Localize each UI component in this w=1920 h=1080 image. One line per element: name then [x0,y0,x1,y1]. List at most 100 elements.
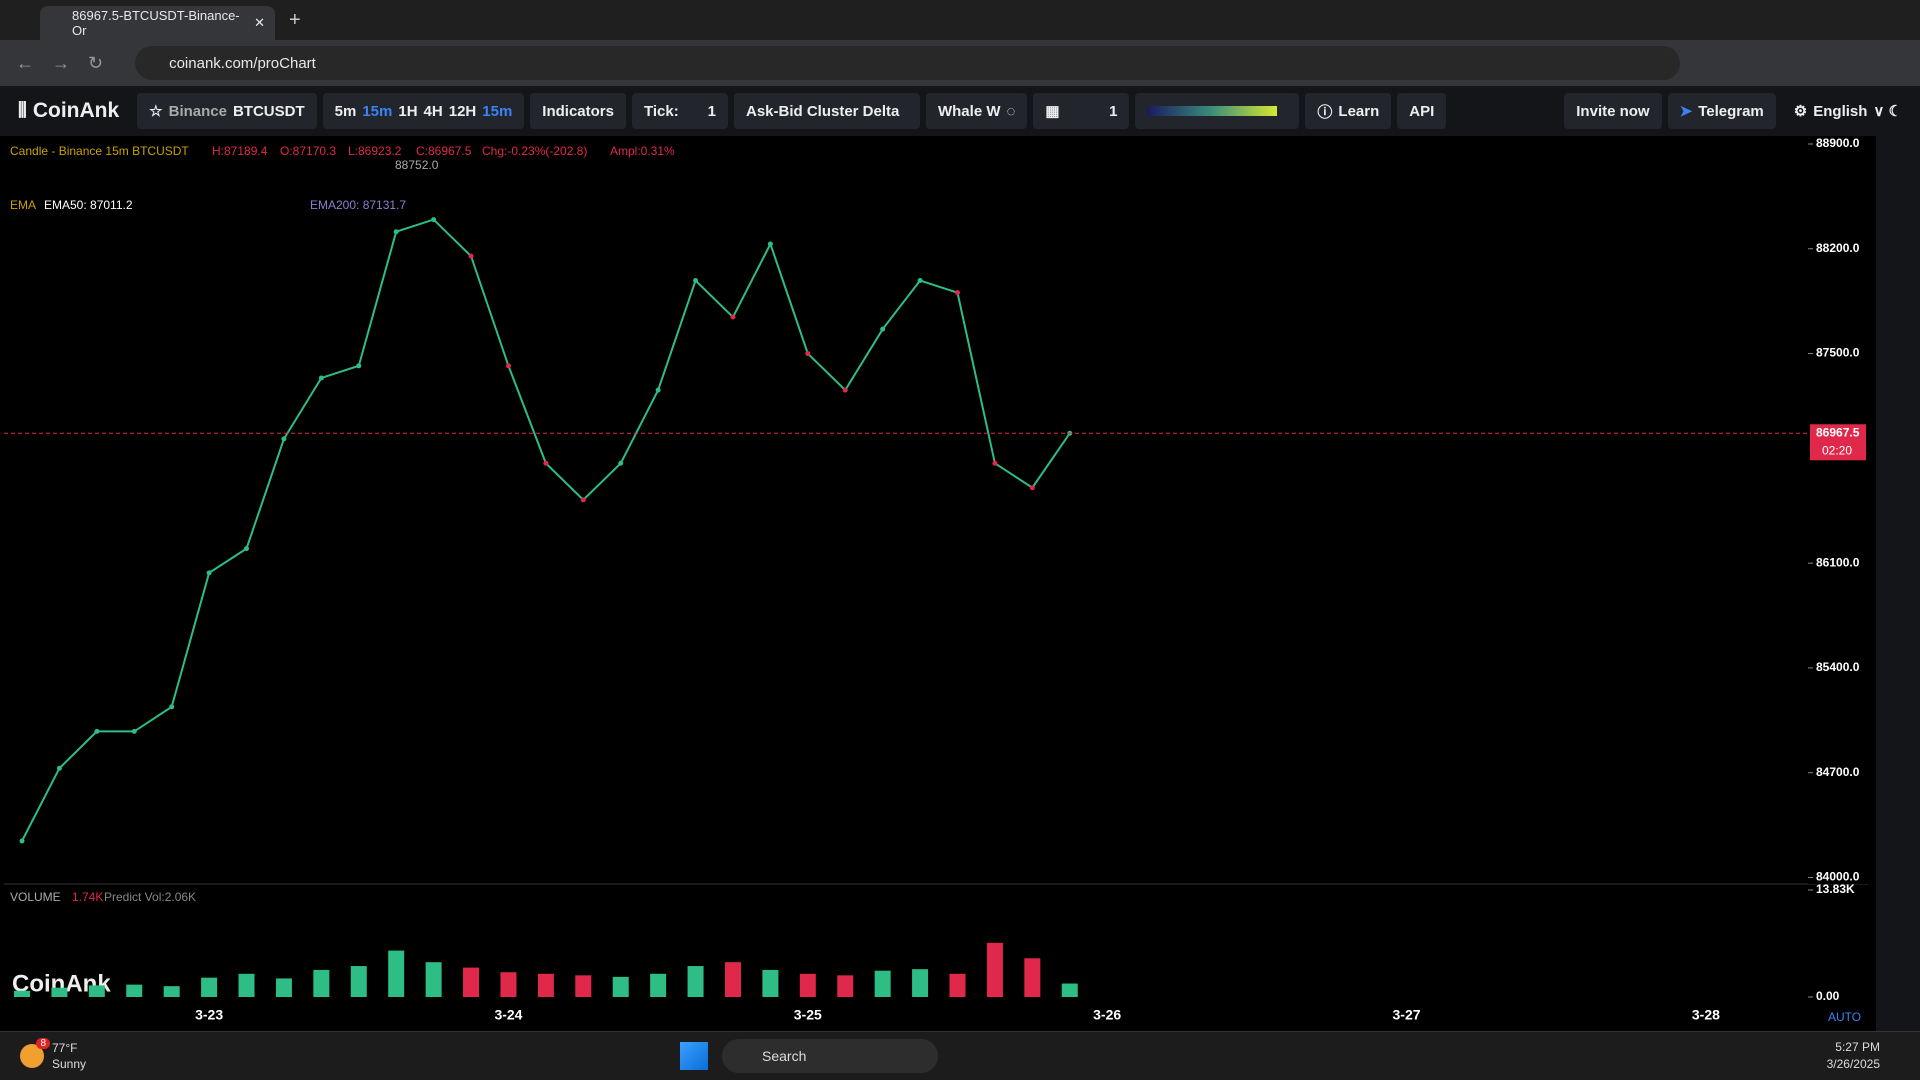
telegram-text: Telegram [1698,102,1764,120]
price-point [543,460,549,466]
y-tick-label: 85400.0 [1816,660,1860,674]
whale[interactable]: Whale W ◌ [925,93,1028,129]
volume-bar [874,970,891,997]
y-tick-label: 86100.0 [1816,555,1860,569]
x-tick-label: 3-28 [1692,1007,1720,1023]
mode[interactable]: Ask-Bid Cluster Delta [733,93,920,129]
invite[interactable]: Invite now [1564,93,1662,129]
whale-text: Whale W [937,102,1001,120]
price-point [206,570,212,576]
symbol: BTCUSDT [232,102,305,120]
tab[interactable]: 86967.5-BTCUSDT-Binance- Or ✕ [40,6,275,40]
x-tick-label: 3-25 [794,1007,822,1023]
volume-bar [949,973,966,997]
new-tab[interactable]: + [289,8,301,31]
language[interactable]: ⚙ English ∨ ☾ [1793,102,1902,121]
legend-low: L:86923.2 [348,144,402,158]
volume-bar [762,969,779,997]
volume-bar [163,986,180,997]
y-tick-label: 84700.0 [1816,765,1860,779]
interval[interactable]: 12H [448,102,477,120]
price-point [131,728,137,734]
x-tick-label: 3-27 [1393,1007,1421,1023]
interval-picker[interactable]: 5m 15m 1H 4H 12H 15m [322,93,525,129]
symbol-picker[interactable]: ☆ Binance BTCUSDT [137,93,317,129]
volume-bar [837,975,854,997]
invite-text: Invite now [1576,102,1650,120]
url-field[interactable]: coinank.com/proChart [135,46,1681,80]
x-tick-label: 3-26 [1093,1007,1121,1023]
price-point [56,765,62,771]
x-tick-label: 3-23 [195,1007,223,1023]
mode-text: Ask-Bid Cluster Delta [745,102,900,120]
y-tick-label: 88200.0 [1816,241,1860,255]
tick-value: 1 [707,102,716,120]
volume-bar [575,975,592,997]
learn[interactable]: ⓘ Learn [1305,93,1392,129]
tab-title: 86967.5-BTCUSDT-Binance- Or [72,8,240,38]
volume-bar [425,962,442,997]
exchange: Binance [168,102,227,120]
volume-bar [201,977,218,997]
heat-slider[interactable] [1135,93,1300,129]
tick-label: Tick: [643,102,679,120]
search-text: Search [762,1048,807,1064]
interval[interactable]: 1H [398,102,418,120]
price-point [505,363,511,369]
price-point [1029,485,1035,491]
taskbar: 8 77°F Sunny Search 5:27 PM 3/26/2025 [0,1031,1920,1080]
price-point [393,229,399,235]
volume-bar [126,984,143,997]
api[interactable]: API [1397,93,1447,129]
address-bar: ←→↻ coinank.com/proChart [0,40,1920,86]
time: 5:27 PM [1835,1040,1880,1054]
volume-bar [1024,958,1041,997]
max-marker: 88752.0 [395,158,439,172]
tick[interactable]: Tick: 1 [631,93,728,129]
interval[interactable]: 5m [334,102,357,120]
app-toolbar: ⫴ CoinAnk ☆ Binance BTCUSDT 5m 15m 1H 4H 12H 1… [0,86,1920,136]
price-point [580,497,586,503]
telegram[interactable]: ➤ Telegram [1667,93,1776,129]
volume-bar [650,973,667,997]
start[interactable] [680,1042,708,1070]
api-text: API [1409,102,1435,120]
price-point [244,546,250,552]
layout-count: 1 [1109,102,1118,120]
price-point [431,217,437,223]
y-tick-label: 88900.0 [1816,136,1860,150]
y-tick-label: 87500.0 [1816,346,1860,360]
legend-change: Chg:-0.23%(-202.8) [482,144,587,158]
volume-bar [799,973,816,997]
volume-bar [687,966,704,997]
legend-ema200: EMA200: 87131.7 [310,198,406,212]
volume-bar [14,990,30,997]
layout[interactable]: ▦ 1 [1033,93,1130,129]
price-point [880,326,886,332]
interval[interactable]: 15m [362,102,393,120]
price-point [767,241,773,247]
volume-current: 1.74K [72,890,103,904]
volume-bar [51,987,68,997]
indicators[interactable]: Indicators [530,93,626,129]
countdown: 02:20 [1822,443,1852,457]
legend-amplitude: Ampl:0.31% [610,144,675,158]
brand-text: CoinAnk [32,99,120,122]
y-tick-label: 84000.0 [1816,870,1860,884]
interval[interactable]: 4H [423,102,443,120]
search[interactable]: Search [722,1039,938,1073]
learn-text: Learn [1338,102,1380,120]
weather[interactable]: 8 77°F Sunny [20,1038,86,1072]
volume-bar [1061,983,1078,997]
legend-ema: EMA [10,198,36,212]
volume-bar [313,969,330,997]
interval-selected[interactable]: 15m [482,102,513,120]
brand[interactable]: ⫴ CoinAnk [18,99,120,122]
clock: 5:27 PM 3/26/2025 [1827,1039,1880,1073]
indicators-text: Indicators [542,102,614,120]
price-point [842,387,848,393]
legend-ema50: EMA50: 87011.2 [44,198,133,212]
price-point [19,838,25,844]
